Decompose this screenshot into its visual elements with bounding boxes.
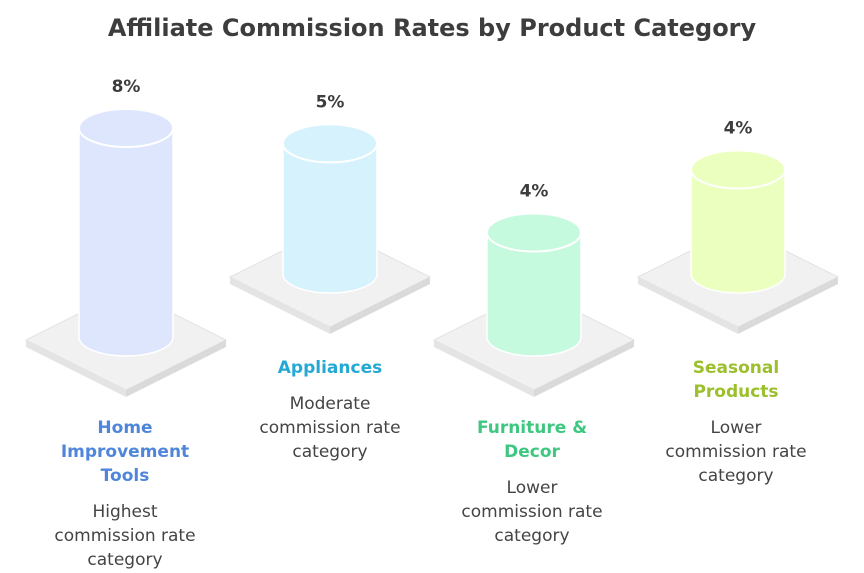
category-description-home-improvement-tools: Highest commission rate category [54,502,196,570]
bar-top-home-improvement-tools [78,108,174,148]
bar-home-improvement-tools [78,127,174,357]
value-label-seasonal-products: 4% [724,119,753,139]
bar-top-seasonal-products [690,149,786,190]
value-label-furniture-decor: 4% [520,182,549,202]
platform-side-left-appliances [230,277,330,334]
category-description-appliances: Moderate commission rate category [259,394,401,462]
bar-top-appliances [282,123,378,164]
category-name-seasonal-products: Seasonal Products [692,358,780,402]
category-name-furniture-decor: Furniture & Decor [476,418,588,462]
bar-top-furniture-decor [486,212,582,253]
category-name-appliances: Appliances [277,358,383,378]
platform-side-right-seasonal-products [738,277,838,334]
platform-side-right-appliances [330,277,430,334]
value-label-home-improvement-tools: 8% [112,77,141,97]
bar-appliances [282,142,378,294]
platform-side-left-home-improvement-tools [26,340,126,397]
platform-side-right-home-improvement-tools [126,340,226,397]
category-description-seasonal-products: Lower commission rate category [665,418,807,486]
platform-side-right-furniture-decor [534,340,634,397]
bar-seasonal-products [690,168,786,294]
platform-side-left-seasonal-products [638,277,738,334]
bar-furniture-decor [486,231,582,357]
value-label-appliances: 5% [316,92,345,112]
platform-side-left-furniture-decor [434,340,534,397]
category-description-furniture-decor: Lower commission rate category [461,478,603,546]
chart-title: Affiliate Commission Rates by Product Ca… [107,14,757,42]
category-name-home-improvement-tools: Home Improvement Tools [60,418,190,486]
